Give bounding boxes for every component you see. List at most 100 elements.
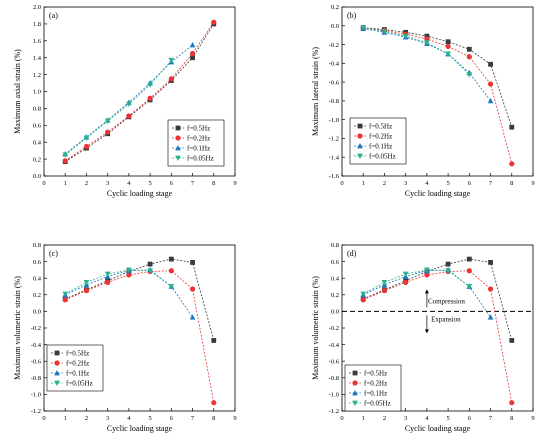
panel-tag: (a) (49, 11, 58, 20)
legend-swatch-marker (54, 370, 60, 376)
y-tick-label: 1.2 (33, 72, 41, 79)
legend-entry: f=0.2Hz (364, 380, 387, 388)
series-line (65, 270, 215, 403)
x-tick-label: 2 (383, 180, 386, 187)
data-point (147, 82, 153, 88)
x-axis-title: Cyclic loading stage (107, 424, 173, 433)
series-line (64, 21, 215, 162)
data-point (104, 271, 111, 278)
data-point (488, 61, 493, 67)
x-tick-label: 6 (170, 180, 174, 187)
legend-entry: f=0.1Hz (66, 370, 89, 378)
data-point (83, 135, 90, 141)
y-tick-label: -0.8 (31, 375, 41, 382)
y-tick-label: 0.8 (33, 242, 41, 249)
legend-entry: f=0.2Hz (187, 135, 210, 143)
legend-entry: f=0.5Hz (364, 370, 387, 378)
legend-entry: f=0.05Hz (66, 380, 93, 388)
data-point (402, 33, 409, 40)
legend-entry: f=0.05Hz (369, 153, 396, 161)
legend-swatch-marker (175, 145, 181, 151)
y-tick-label: 0.4 (33, 275, 42, 282)
legend-swatch-marker (54, 380, 60, 386)
y-axis-title: Maximum axial strain (%) (13, 49, 22, 134)
series-0 (360, 25, 515, 130)
legend: f=0.5Hz f=0.2Hz f=0.1Hz f=0.05Hz (167, 119, 225, 167)
series-line (65, 269, 172, 295)
y-tick-label: -1.2 (31, 408, 41, 415)
data-point (466, 284, 473, 290)
x-tick-label: 8 (212, 180, 215, 187)
panel-tag: (c) (49, 249, 58, 258)
x-tick-label: 0 (42, 415, 45, 422)
legend-entry: f=0.5Hz (369, 123, 392, 131)
x-tick-label: 4 (425, 180, 429, 187)
y-tick-label: -0.4 (329, 61, 340, 68)
data-point (402, 271, 409, 278)
x-tick-label: 9 (531, 180, 534, 187)
legend-entry: f=0.05Hz (364, 400, 391, 408)
x-tick-label: 9 (531, 415, 534, 422)
legend-swatch-marker (175, 125, 181, 131)
y-tick-label: -0.6 (329, 79, 340, 86)
data-point (211, 400, 217, 406)
data-point (168, 76, 174, 82)
x-tick-label: 1 (64, 415, 67, 422)
y-tick-label: 0.4 (33, 139, 42, 146)
series-line (363, 258, 513, 341)
data-point (360, 291, 367, 297)
x-tick-label: 3 (106, 415, 109, 422)
data-point (445, 51, 451, 57)
y-tick-label: 0.6 (331, 259, 340, 266)
legend: f=0.5Hz f=0.2Hz f=0.1Hz f=0.05Hz (344, 364, 402, 412)
x-tick-label: 7 (191, 415, 195, 422)
x-tick-label: 0 (340, 415, 343, 422)
x-tick-label: 3 (404, 415, 407, 422)
y-tick-label: 0.0 (331, 309, 339, 316)
x-tick-label: 2 (85, 180, 88, 187)
data-point (62, 152, 69, 158)
y-tick-label: 0.8 (331, 242, 339, 249)
series-line (363, 269, 470, 295)
data-point (190, 55, 195, 61)
y-tick-label: 0.8 (33, 106, 41, 113)
data-point (488, 260, 493, 265)
legend-swatch-marker (352, 380, 358, 386)
data-point (445, 39, 451, 45)
y-tick-label: -0.4 (329, 342, 340, 349)
legend: f=0.5Hz f=0.2Hz f=0.1Hz f=0.05Hz (349, 117, 407, 165)
x-tick-label: 0 (340, 180, 343, 187)
x-tick-label: 6 (468, 415, 472, 422)
legend-swatch-marker (357, 143, 363, 149)
y-tick-label: -1.2 (329, 136, 339, 143)
data-point (424, 272, 430, 278)
y-tick-label: -1.0 (329, 117, 339, 124)
y-axis-title: Maximum volumetric strain (%) (311, 276, 320, 380)
legend: f=0.5Hz f=0.2Hz f=0.1Hz f=0.05Hz (46, 344, 104, 392)
x-tick-label: 5 (148, 180, 151, 187)
data-point (147, 268, 153, 274)
data-point (126, 272, 132, 278)
data-point (62, 297, 68, 303)
data-point (509, 124, 515, 130)
y-tick-label: 0.6 (33, 123, 42, 130)
y-tick-label: 1.4 (33, 55, 42, 62)
x-tick-label: 4 (127, 180, 131, 187)
legend-swatch-marker (54, 350, 60, 356)
chart-panel-2: 0 1 2 3 4 5 6 7 8 9 -1.2 -1.0 -0.8 -0.6 -0.4 -0.2 0.0 0.2… (13, 242, 237, 433)
series-1 (62, 268, 217, 406)
y-tick-label: 2.0 (33, 4, 41, 11)
y-tick-label: -0.8 (329, 98, 339, 105)
legend-entry: f=0.2Hz (369, 133, 392, 141)
y-tick-label: -0.4 (31, 342, 42, 349)
series-line (363, 270, 513, 403)
data-point (126, 101, 132, 108)
plot-frame (341, 6, 534, 177)
annotation-expansion: Expansion (431, 316, 461, 324)
x-tick-label: 6 (468, 180, 472, 187)
series-3 (360, 25, 473, 78)
x-tick-label: 8 (510, 415, 513, 422)
annotation-compression: Compression (428, 297, 465, 305)
data-point (487, 286, 494, 292)
legend-swatch-marker (357, 153, 363, 159)
